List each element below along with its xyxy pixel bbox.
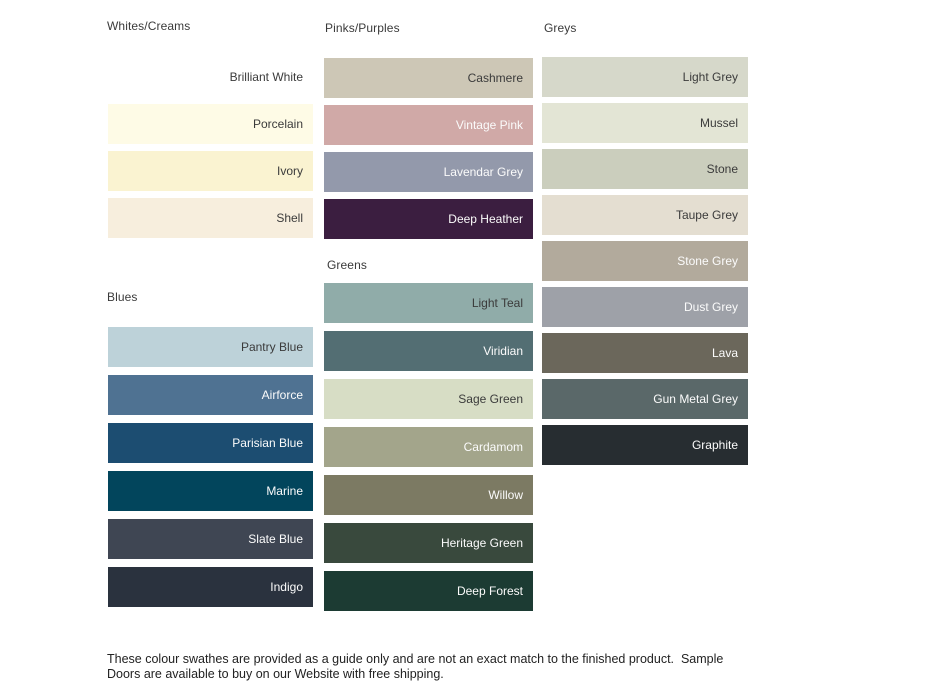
swatch-lavendar-grey: Lavendar Grey: [324, 152, 533, 192]
swatch-porcelain: Porcelain: [108, 104, 313, 144]
swatch-label: Graphite: [691, 438, 738, 452]
swatch-label: Light Teal: [471, 296, 523, 310]
swatch-parisian-blue: Parisian Blue: [108, 423, 313, 463]
swatch-label: Heritage Green: [440, 536, 523, 550]
swatch-label: Taupe Grey: [675, 208, 738, 222]
swatch-list-whites-creams: Brilliant White Porcelain Ivory Shell: [108, 57, 313, 245]
swatch-label: Brilliant White: [229, 70, 303, 84]
swatch-label: Viridian: [483, 344, 523, 358]
swatch-label: Deep Heather: [448, 212, 523, 226]
group-header-greens: Greens: [327, 258, 367, 272]
swatch-dust-grey: Dust Grey: [542, 287, 748, 327]
group-header-pinks-purples: Pinks/Purples: [325, 21, 400, 35]
swatch-pantry-blue: Pantry Blue: [108, 327, 313, 367]
swatch-stone-grey: Stone Grey: [542, 241, 748, 281]
swatch-mussel: Mussel: [542, 103, 748, 143]
swatch-heritage-green: Heritage Green: [324, 523, 533, 563]
swatch-label: Lava: [711, 346, 738, 360]
swatch-label: Indigo: [270, 580, 303, 594]
swatch-shell: Shell: [108, 198, 313, 238]
swatch-indigo: Indigo: [108, 567, 313, 607]
swatch-viridian: Viridian: [324, 331, 533, 371]
footer-disclaimer: These colour swathes are provided as a g…: [107, 652, 807, 683]
swatch-willow: Willow: [324, 475, 533, 515]
swatch-slate-blue: Slate Blue: [108, 519, 313, 559]
swatch-list-pinks-purples: Cashmere Vintage Pink Lavendar Grey Deep He…: [324, 58, 533, 246]
swatch-label: Porcelain: [252, 117, 303, 131]
swatch-label: Parisian Blue: [232, 436, 303, 450]
swatch-brilliant-white: Brilliant White: [108, 57, 313, 97]
swatch-list-greys: Light Grey Mussel Stone Taupe Grey Stone Gre…: [542, 57, 748, 471]
swatch-lava: Lava: [542, 333, 748, 373]
swatch-light-teal: Light Teal: [324, 283, 533, 323]
swatch-label: Gun Metal Grey: [653, 392, 738, 406]
swatch-label: Slate Blue: [248, 532, 303, 546]
swatch-label: Dust Grey: [683, 300, 738, 314]
swatch-label: Cardamom: [463, 440, 523, 454]
swatch-label: Marine: [266, 484, 303, 498]
swatch-label: Pantry Blue: [240, 340, 303, 354]
swatch-label: Sage Green: [458, 392, 523, 406]
swatch-label: Stone Grey: [677, 254, 738, 268]
swatch-label: Vintage Pink: [455, 118, 523, 132]
group-header-whites-creams: Whites/Creams: [107, 19, 191, 33]
swatch-cashmere: Cashmere: [324, 58, 533, 98]
swatch-label: Stone: [706, 162, 738, 176]
footer-disclaimer-line: These colour swathes are provided as a g…: [107, 651, 724, 666]
swatch-light-grey: Light Grey: [542, 57, 748, 97]
swatch-label: Mussel: [699, 116, 738, 130]
swatch-taupe-grey: Taupe Grey: [542, 195, 748, 235]
swatch-graphite: Graphite: [542, 425, 748, 465]
swatch-label: Airforce: [261, 388, 303, 402]
swatch-gun-metal-grey: Gun Metal Grey: [542, 379, 748, 419]
swatch-label: Deep Forest: [456, 584, 523, 598]
swatch-ivory: Ivory: [108, 151, 313, 191]
swatch-marine: Marine: [108, 471, 313, 511]
swatch-label: Ivory: [276, 164, 303, 178]
swatch-list-greens: Light Teal Viridian Sage Green Cardamom Will…: [324, 283, 533, 619]
swatch-vintage-pink: Vintage Pink: [324, 105, 533, 145]
swatch-label: Willow: [488, 488, 523, 502]
group-header-blues: Blues: [107, 290, 138, 304]
swatch-label: Cashmere: [467, 71, 523, 85]
footer-disclaimer-line: Doors are available to buy on our Websit…: [107, 666, 444, 681]
swatch-deep-heather: Deep Heather: [324, 199, 533, 239]
swatch-label: Lavendar Grey: [443, 165, 523, 179]
group-header-greys: Greys: [544, 21, 577, 35]
swatch-label: Light Grey: [682, 70, 738, 84]
swatch-stone: Stone: [542, 149, 748, 189]
swatch-deep-forest: Deep Forest: [324, 571, 533, 611]
swatch-list-blues: Pantry Blue Airforce Parisian Blue Marine Sl…: [108, 327, 313, 615]
swatch-sage-green: Sage Green: [324, 379, 533, 419]
swatch-label: Shell: [276, 211, 303, 225]
swatch-cardamom: Cardamom: [324, 427, 533, 467]
swatch-airforce: Airforce: [108, 375, 313, 415]
